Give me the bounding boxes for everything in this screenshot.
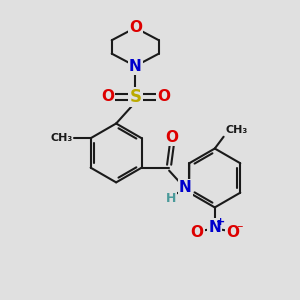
Text: N: N	[129, 58, 142, 74]
Text: N: N	[208, 220, 221, 235]
Text: CH₃: CH₃	[51, 133, 73, 143]
Text: S: S	[129, 88, 141, 106]
Text: O: O	[190, 225, 204, 240]
Text: +: +	[215, 217, 225, 227]
Text: CH₃: CH₃	[225, 125, 247, 135]
Text: O: O	[101, 89, 114, 104]
Text: ⁻: ⁻	[236, 223, 243, 236]
Text: O: O	[157, 89, 170, 104]
Text: O: O	[226, 225, 239, 240]
Text: H: H	[165, 192, 176, 205]
Text: O: O	[129, 20, 142, 35]
Text: N: N	[179, 180, 192, 195]
Text: O: O	[166, 130, 178, 145]
